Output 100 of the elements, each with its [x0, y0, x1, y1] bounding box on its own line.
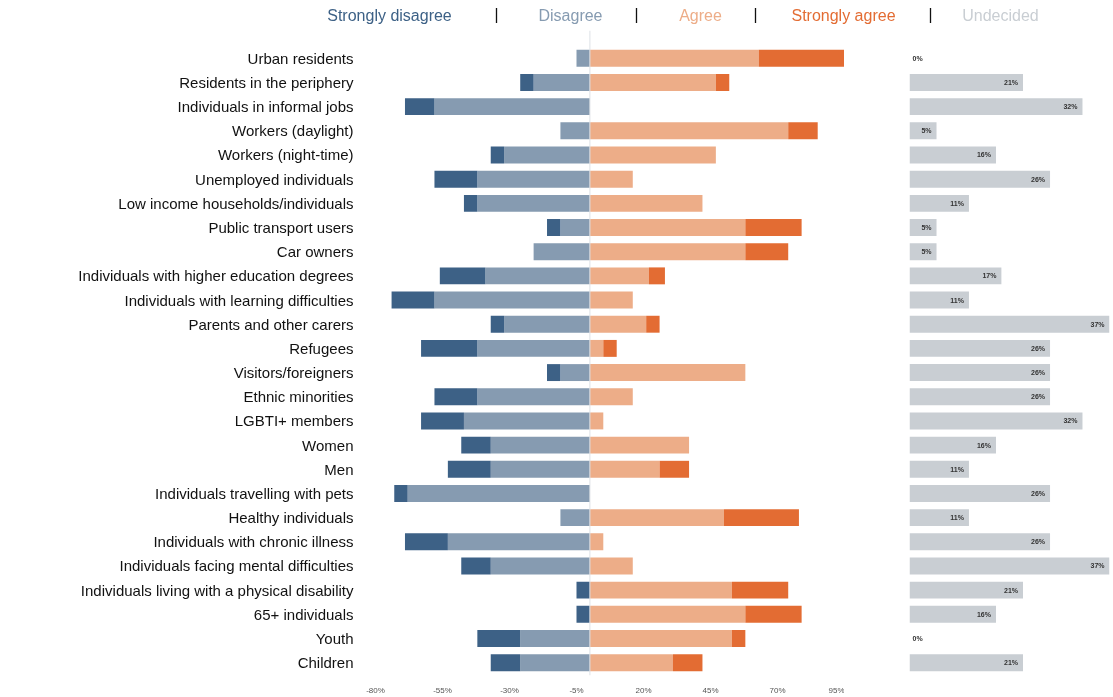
bar: [560, 364, 590, 382]
bar: [404, 533, 448, 551]
bar: [477, 388, 590, 406]
x-tick-label: 95%: [828, 685, 845, 695]
bar: [589, 581, 732, 599]
bar: [589, 388, 633, 406]
bar: [909, 460, 969, 478]
bar: [447, 460, 491, 478]
bar: [909, 98, 1083, 116]
bar: [589, 654, 673, 672]
bar: [404, 98, 435, 116]
bar: [745, 219, 802, 236]
y-tick-label: Car owners: [276, 243, 354, 261]
x-tick-label: -5%: [569, 685, 584, 695]
series-label: Disagree: [538, 7, 603, 24]
bar: [909, 315, 1110, 333]
y-tick-label: Individuals with chronic illness: [153, 533, 354, 551]
bar: [589, 170, 633, 188]
x-tick-label: -80%: [366, 685, 385, 695]
bar: [909, 364, 1051, 382]
bar: [533, 74, 590, 91]
bar: [723, 509, 799, 527]
x-tick-label: -30%: [500, 685, 519, 695]
x-tick-label: -55%: [433, 685, 452, 695]
bar: [589, 557, 633, 575]
y-tick-label: Urban residents: [247, 49, 354, 67]
bar: [421, 339, 478, 357]
y-tick-label: Workers (daylight): [232, 122, 354, 140]
y-tick-label: Low income households/individuals: [118, 194, 354, 212]
y-tick-label: Individuals with learning difficulties: [124, 291, 354, 309]
bar: [520, 654, 590, 672]
y-tick-label: LGBTI+ members: [234, 412, 354, 430]
bar: [477, 630, 521, 647]
bar: [589, 219, 746, 236]
bar: [560, 219, 590, 236]
bar: [490, 460, 590, 478]
bar: [909, 339, 1051, 357]
bar: [434, 170, 478, 188]
bar: [909, 194, 969, 212]
bar: [589, 339, 604, 357]
y-tick-label: Children: [297, 654, 354, 672]
bar: [589, 460, 660, 478]
bar: [477, 339, 590, 357]
bar: [434, 98, 590, 116]
bar: [603, 339, 617, 357]
bar: [576, 581, 590, 599]
bar: [589, 49, 759, 67]
bar: [589, 146, 716, 164]
bar: [461, 557, 491, 575]
bar: [463, 412, 590, 430]
bar: [589, 291, 633, 309]
bar: [490, 654, 521, 672]
bar: [490, 557, 590, 575]
bar: [490, 436, 590, 454]
bar: [745, 605, 802, 623]
bar: [589, 267, 649, 285]
bar: [909, 412, 1083, 430]
y-tick-label: Individuals travelling with pets: [155, 484, 354, 502]
bar: [589, 605, 746, 623]
bar: [909, 484, 1051, 502]
y-tick-label: Parents and other carers: [188, 315, 354, 333]
bar: [589, 194, 703, 212]
bar: [589, 509, 724, 527]
bar: [909, 74, 1024, 91]
bar: [447, 533, 590, 551]
bar: [504, 146, 590, 164]
bar: [909, 219, 937, 236]
bar: [520, 74, 534, 91]
bar: [909, 509, 969, 527]
bar: [490, 315, 505, 333]
bar: [589, 630, 732, 647]
bar: [909, 605, 996, 623]
bar: [589, 243, 746, 261]
bar: [589, 122, 789, 140]
bar: [589, 436, 690, 454]
bar: [407, 484, 590, 502]
bar: [477, 170, 590, 188]
y-tick-label: Ethnic minorities: [243, 388, 354, 406]
bar: [461, 436, 491, 454]
x-tick-label: 20%: [635, 685, 652, 695]
bar: [477, 194, 590, 212]
y-tick-label: Public transport users: [208, 219, 354, 237]
bar: [909, 581, 1024, 599]
bar: [485, 267, 590, 285]
bar: [394, 484, 408, 502]
bar: [434, 388, 478, 406]
bar: [731, 630, 746, 647]
y-tick-label: Men: [324, 460, 354, 478]
bar: [659, 460, 690, 478]
y-tick-label: Unemployed individuals: [195, 170, 354, 188]
bar: [576, 605, 590, 623]
bar: [589, 74, 716, 91]
bar: [576, 49, 590, 67]
bar: [745, 243, 789, 261]
bar: [589, 412, 604, 430]
y-tick-label: Residents in the periphery: [179, 73, 354, 91]
bar: [715, 74, 730, 91]
bar: [560, 122, 590, 140]
x-tick-label: 70%: [769, 685, 786, 695]
bar: [909, 388, 1051, 406]
